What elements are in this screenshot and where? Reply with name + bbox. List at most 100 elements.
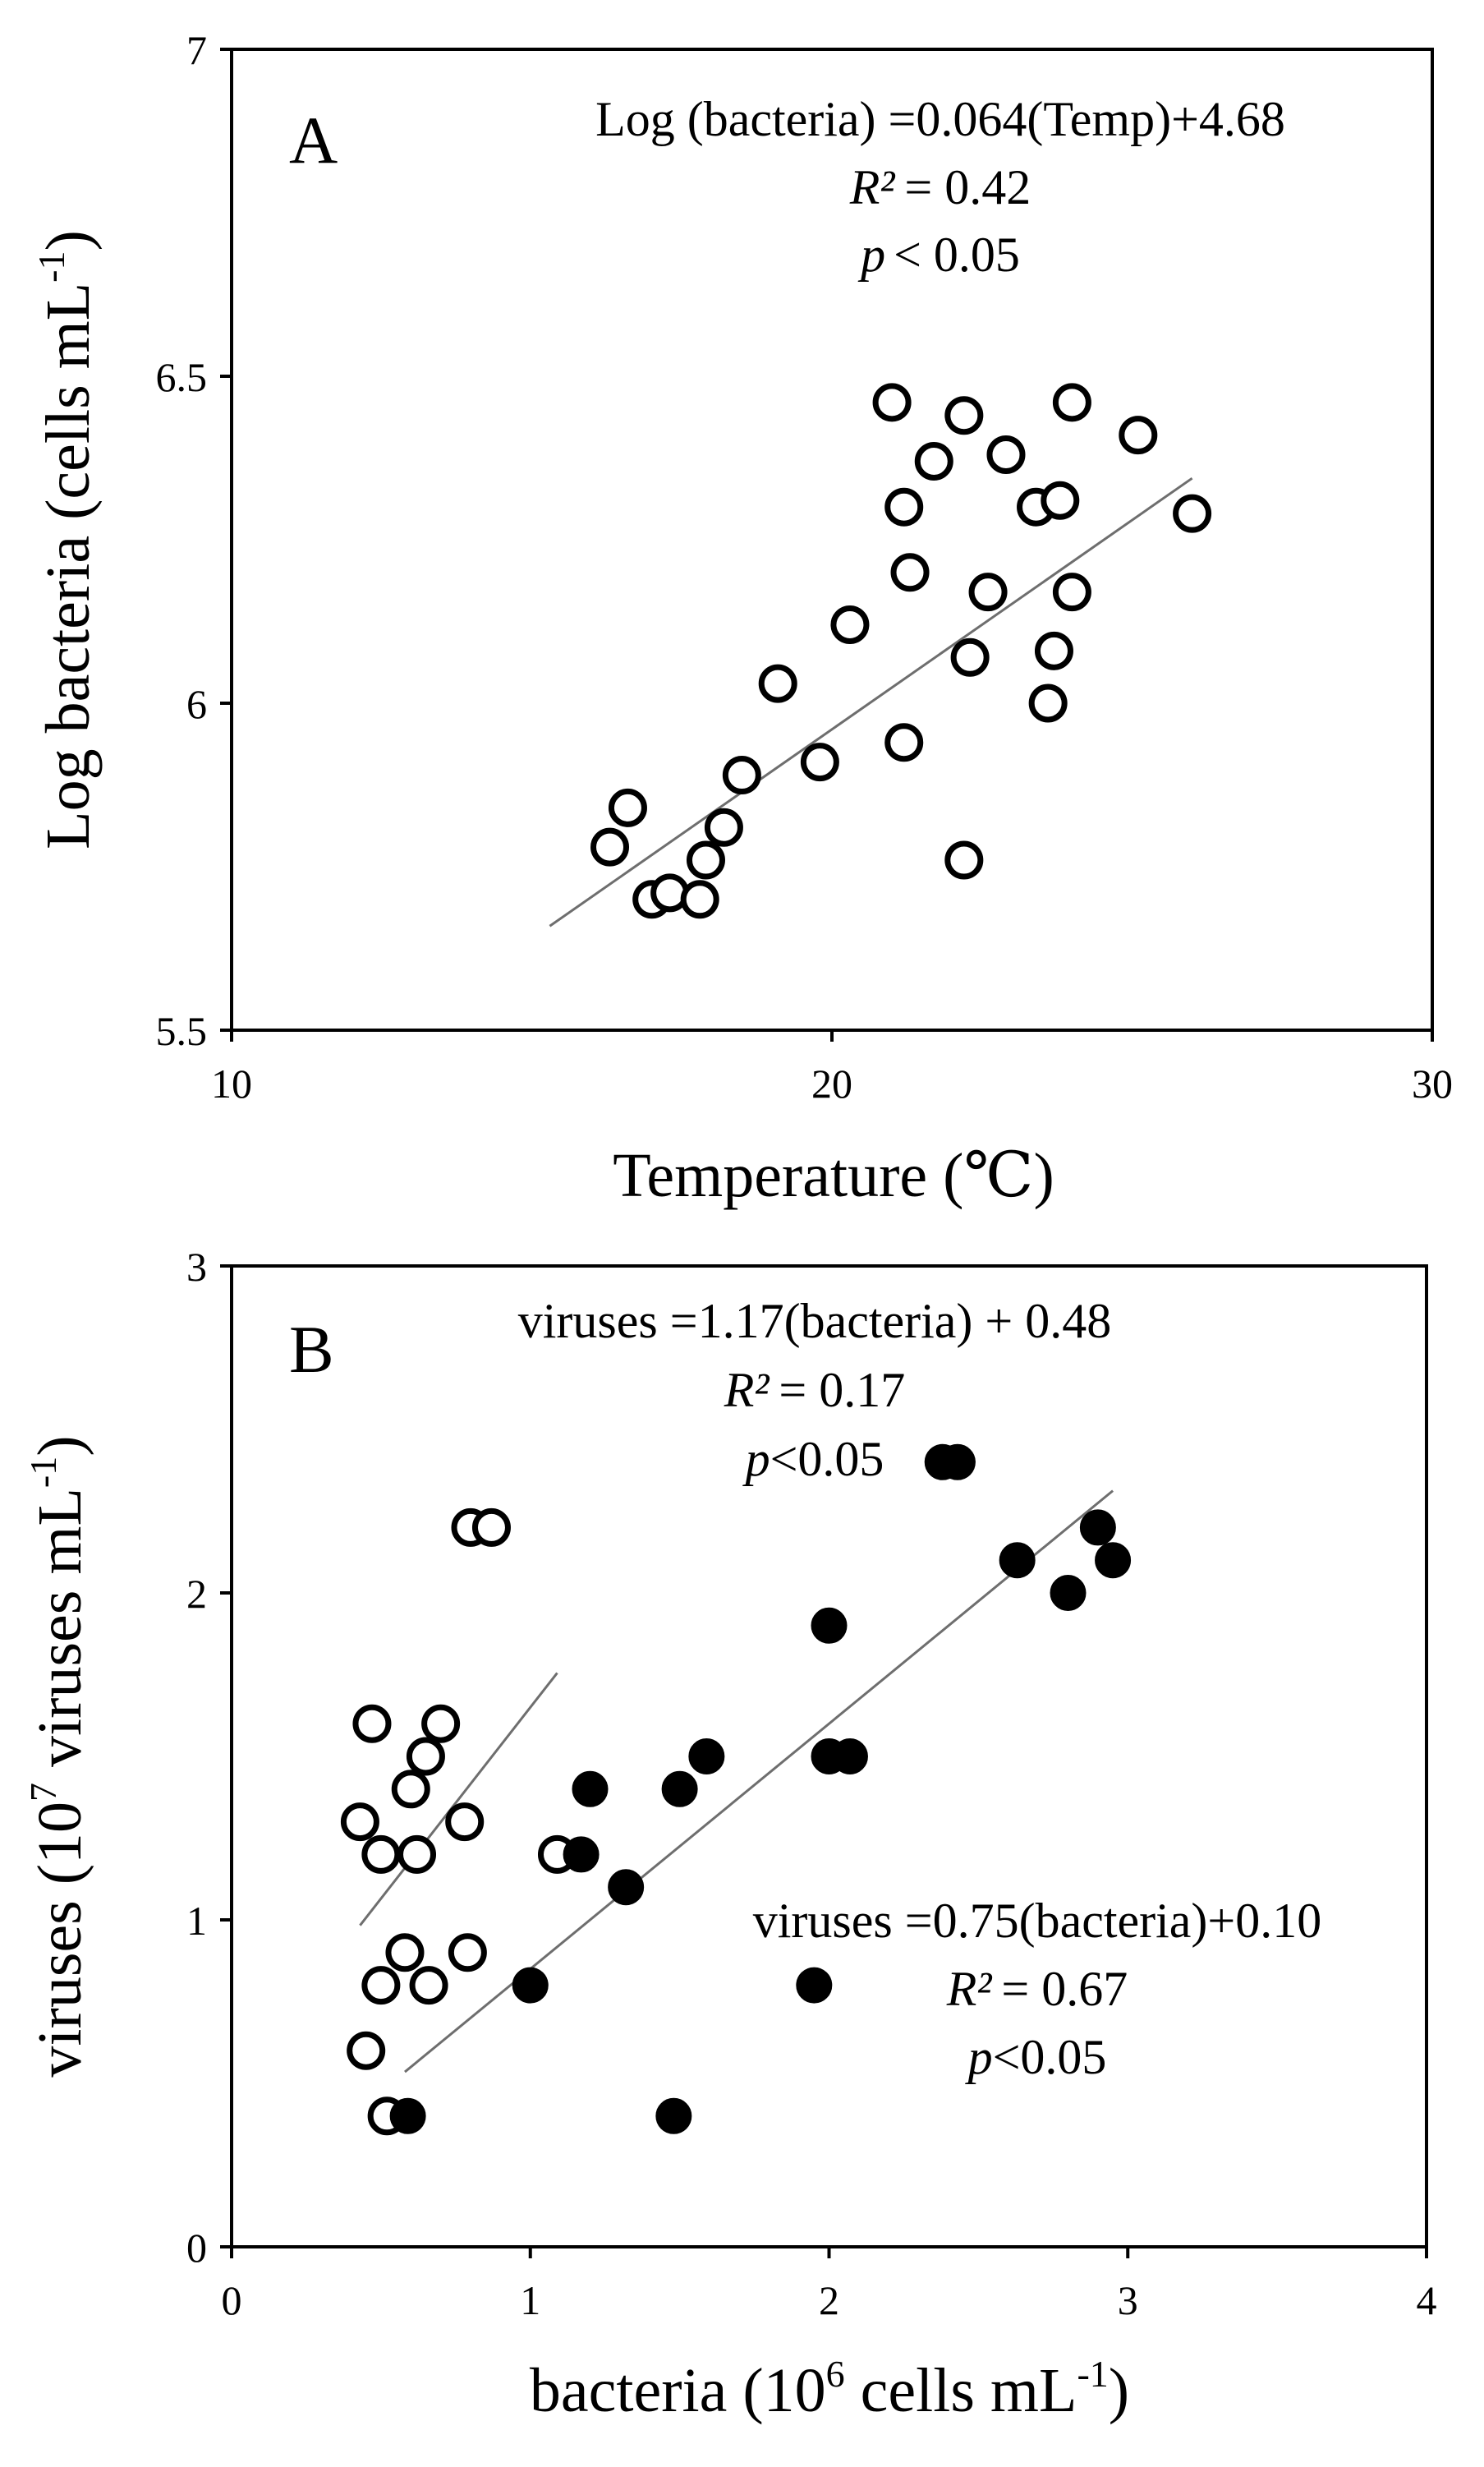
panel-b-y-axis-label: viruses (107 viruses mL-1): [22, 1435, 94, 2077]
panel-b-fit-lines: [359, 1489, 1114, 2073]
panelB-open-point: [448, 1933, 487, 1972]
panelB-filled-point: [512, 1967, 549, 2004]
panel-b-x-label-main: bacteria (10: [530, 2356, 826, 2425]
panel-a-r2-value: = 0.42: [904, 160, 1031, 214]
panel-b-label: B: [289, 1312, 334, 1387]
panel-a-plot-frame: [230, 48, 1434, 1032]
panel-a-y-axis-label: Log bacteria (cells mL-1): [30, 230, 103, 849]
panel-b-axes: 0 1 2 3 4 0 1 2 3: [186, 1244, 1437, 2323]
panelB-open-point: [409, 1966, 448, 2005]
panel-b-lower-r2-value: = 0.67: [1001, 1962, 1128, 2016]
panelB-filled-point: [661, 1770, 698, 1807]
panel-a-y-label-end: ): [34, 230, 103, 251]
panel-b-lower-pvalue: p<0.05: [965, 2030, 1107, 2084]
panelB-x-tick-label: 3: [1118, 2277, 1138, 2323]
panelB-open-point: [471, 1507, 511, 1547]
panel-b-x-label-sup2: -1: [1077, 2353, 1108, 2395]
panel-a-axes: 10 20 30 5.5 6 6.5 7: [156, 27, 1454, 1107]
panelA-open-point: [884, 723, 924, 762]
panelB-filled-point: [563, 1836, 600, 1873]
panelA-open-point: [830, 605, 870, 644]
panelB-open-point: [347, 2031, 386, 2070]
panelB-y-tick-label: 0: [186, 2225, 207, 2271]
panelB-open-point: [361, 1966, 401, 2005]
panelA-open-point: [704, 808, 743, 847]
panel-b-upper-r2-value: = 0.17: [779, 1363, 905, 1417]
panelA-open-point: [1052, 383, 1091, 422]
panel-b-x-label-sup1: 6: [826, 2353, 845, 2395]
panel-b-chart: 0 1 2 3 4 0 1 2 3 B viruses =1.17(bacteria) + 0.…: [22, 1244, 1437, 2425]
panel-a-y-label-sup: -1: [30, 251, 72, 282]
panelB-open-point: [421, 1704, 461, 1743]
panel-b-points: [340, 1443, 1132, 2136]
panelA-fit-line: [549, 476, 1193, 927]
panelB-open-point: [352, 1704, 392, 1743]
panelB-x-tick-label: 0: [222, 2277, 242, 2323]
panelA-open-point: [680, 880, 719, 919]
panel-b-y-label-end: ): [25, 1435, 94, 1456]
panel-b-upper-r2-symbol: R²: [724, 1363, 770, 1417]
panel-a-pvalue: p < 0.05: [857, 228, 1020, 282]
panel-a-label: A: [289, 103, 338, 177]
panel-b-lower-p-symbol: p: [965, 2030, 993, 2084]
panelB-filled-point: [1095, 1542, 1132, 1579]
panelB-filled-point: [572, 1770, 609, 1807]
panel-b-upper-r2: R² = 0.17: [724, 1363, 905, 1417]
panelB-filled-point: [796, 1967, 833, 2004]
panel-b-x-label-end: ): [1109, 2356, 1129, 2425]
panel-b-lower-equation: viruses =0.75(bacteria)+0.10: [753, 1894, 1321, 1948]
panel-a-equation: Log (bacteria) =0.064(Temp)+4.68: [595, 92, 1285, 146]
panel-b-upper-pvalue: p<0.05: [742, 1432, 884, 1486]
panelB-y-tick-label: 2: [186, 1571, 207, 1617]
panel-a-fit-lines: [549, 476, 1193, 927]
panelB-fit-line: [359, 1672, 558, 1926]
panelA-open-point: [1034, 631, 1073, 670]
panelB-open-point: [445, 1802, 485, 1842]
panelA-open-point: [944, 396, 984, 435]
panelB-open-point: [340, 1802, 379, 1842]
panelB-open-point: [397, 1834, 437, 1874]
panelA-open-point: [1041, 481, 1080, 520]
panelA-open-point: [722, 756, 761, 795]
panelB-filled-point: [1079, 1509, 1116, 1546]
panelB-open-point: [361, 1834, 401, 1874]
panelB-open-point: [385, 1933, 425, 1972]
panel-b-lower-r2: R² = 0.67: [946, 1962, 1128, 2016]
panel-b-y-label-sup2: -1: [22, 1457, 64, 1488]
panel-a-chart: 10 20 30 5.5 6 6.5 7 A Log (bacteria) =0.064(T…: [30, 27, 1453, 1210]
panel-b-x-axis-label: bacteria (106 cells mL-1): [530, 2353, 1129, 2425]
panelA-open-point: [800, 743, 839, 782]
panel-a-r2-symbol: R²: [849, 160, 896, 214]
panelA-y-tick-label: 6.5: [156, 354, 208, 400]
panelB-filled-point: [655, 2097, 692, 2134]
panelA-y-tick-label: 7: [186, 27, 207, 73]
panel-a-r2: R² = 0.42: [849, 160, 1031, 214]
panelB-filled-point: [999, 1542, 1036, 1579]
panelB-y-tick-label: 1: [186, 1898, 207, 1944]
panelA-open-point: [1028, 683, 1068, 723]
panel-b-upper-p-symbol: p: [742, 1432, 770, 1486]
panelA-x-tick-label: 30: [1412, 1061, 1453, 1107]
panel-b-upper-equation: viruses =1.17(bacteria) + 0.48: [518, 1294, 1111, 1348]
panel-a-y-label-main: Log bacteria (cells mL: [34, 283, 103, 849]
panel-b-lower-r2-symbol: R²: [946, 1962, 993, 2016]
panelB-filled-point: [688, 1738, 725, 1774]
panelA-open-point: [872, 383, 912, 422]
panelB-filled-point: [811, 1607, 848, 1644]
panel-a-p-value: < 0.05: [894, 228, 1020, 282]
panelB-x-tick-label: 1: [520, 2277, 540, 2323]
panelA-y-tick-label: 6: [186, 681, 207, 727]
panelA-x-tick-label: 10: [211, 1061, 252, 1107]
panelB-x-tick-label: 4: [1417, 2277, 1437, 2323]
panelA-open-point: [914, 441, 953, 481]
panel-a-x-axis-label: Temperature (℃): [613, 1141, 1054, 1210]
panelA-open-point: [1052, 573, 1091, 612]
panelA-open-point: [944, 840, 984, 880]
panel-b-y-label-mid: viruses mL: [25, 1488, 94, 1783]
panelB-x-tick-label: 2: [819, 2277, 839, 2323]
panel-b-y-label-main: viruses (10: [25, 1802, 94, 2078]
panelA-open-point: [968, 573, 1008, 612]
panelB-filled-point: [608, 1869, 645, 1906]
panelA-open-point: [1119, 416, 1158, 455]
panelA-open-point: [608, 788, 647, 827]
